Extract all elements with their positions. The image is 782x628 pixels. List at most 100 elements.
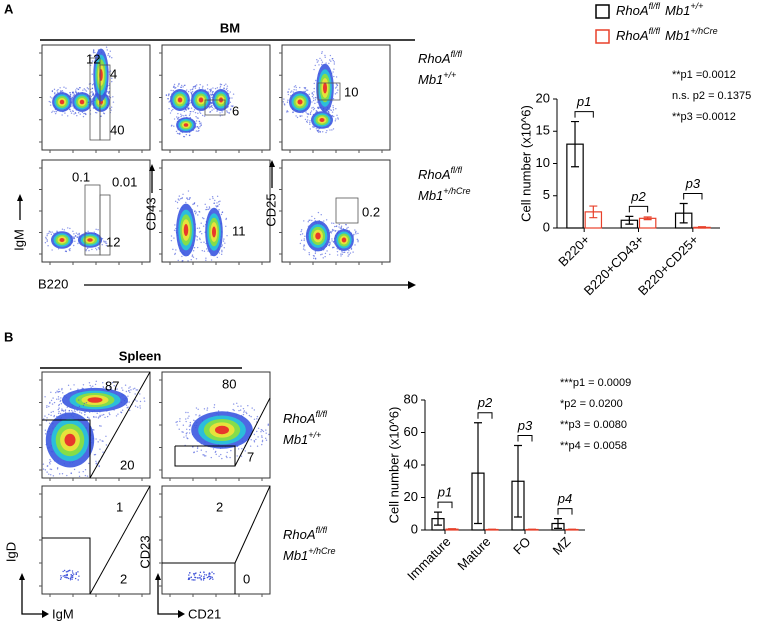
event-dot [210, 90, 212, 92]
event-dot [111, 57, 113, 59]
event-dot [43, 418, 45, 420]
event-dot [189, 134, 191, 136]
event-dot [59, 390, 61, 393]
stat-text: **p3 = 0.0080 [560, 419, 627, 431]
event-dot [193, 419, 195, 421]
event-dot [249, 445, 252, 447]
event-dot [196, 246, 199, 249]
event-dot [283, 98, 285, 100]
event-dot [303, 87, 306, 89]
event-dot [209, 111, 211, 113]
event-dot [301, 233, 304, 235]
event-dot [198, 227, 201, 229]
event-dot [73, 236, 75, 238]
superscript: +/hCre [690, 26, 717, 36]
event-dot [336, 114, 338, 117]
event-dot [335, 86, 338, 88]
event-dot [102, 440, 104, 442]
event-dot [176, 420, 178, 423]
event-dot [345, 224, 347, 226]
event-dot [48, 230, 51, 233]
gate-percent: 6 [232, 103, 239, 118]
event-dot [261, 443, 263, 446]
significance-bracket [628, 205, 649, 213]
event-dot [58, 404, 60, 407]
y-tick-label: 20 [536, 90, 550, 105]
event-dot [186, 428, 188, 430]
event-dot [73, 233, 75, 235]
event-dot [208, 572, 210, 575]
event-dot [208, 574, 210, 576]
error-bar [488, 528, 496, 531]
event-dot [311, 215, 313, 218]
event-dot [264, 437, 267, 440]
event-dot [183, 110, 186, 113]
event-dot [92, 49, 95, 51]
event-dot [83, 112, 85, 115]
event-dot [282, 101, 285, 103]
event-dot [48, 232, 50, 235]
event-dot [324, 255, 326, 258]
event-dot [221, 251, 223, 253]
event-dot [332, 106, 334, 109]
event-dot [72, 230, 74, 232]
event-dot [341, 251, 343, 253]
event-dot [84, 89, 86, 91]
y-tick-label: 0 [411, 521, 418, 536]
arrow-head [17, 194, 23, 201]
event-dot [313, 82, 315, 85]
event-dot [325, 131, 327, 134]
event-dot [292, 91, 295, 93]
event-dot [94, 51, 96, 54]
gate-percent: 12 [106, 234, 120, 249]
event-dot [52, 410, 54, 413]
event-dot [128, 387, 130, 389]
event-dot [109, 50, 111, 52]
event-dot [56, 398, 58, 400]
event-dot [332, 105, 334, 107]
event-dot [316, 59, 318, 61]
event-dot [214, 199, 216, 202]
event-dot [331, 129, 333, 131]
event-dot [64, 112, 66, 114]
superscript: fl/fl [451, 165, 464, 175]
density-contour [297, 99, 303, 105]
event-dot [185, 133, 188, 136]
event-dot [186, 437, 188, 439]
gate [89, 371, 151, 479]
event-dot [319, 57, 321, 60]
event-dot [304, 86, 307, 89]
event-dot [321, 61, 324, 63]
event-dot [265, 439, 268, 441]
event-dot [260, 428, 263, 431]
error-bar [679, 202, 688, 224]
flow-plot-frame [41, 485, 151, 595]
event-dot [203, 455, 206, 457]
error-bar [697, 226, 706, 229]
event-dot [333, 68, 335, 70]
event-dot [203, 217, 205, 220]
event-dot [232, 408, 234, 411]
event-dot [178, 83, 180, 86]
event-dot [189, 425, 192, 427]
event-dot [92, 385, 94, 387]
event-dot [186, 197, 188, 199]
gate [234, 485, 271, 564]
event-dot [251, 407, 253, 409]
event-dot [188, 577, 190, 579]
event-dot [105, 240, 107, 243]
event-dot [331, 222, 333, 224]
event-dot [87, 230, 89, 233]
event-dot [205, 574, 208, 576]
y-tick-label: 0 [543, 219, 550, 234]
significance-bracket [683, 192, 703, 200]
event-dot [50, 474, 52, 476]
event-dot [333, 75, 335, 78]
event-dot [200, 241, 202, 244]
event-dot [193, 85, 196, 88]
stat-text: **p3 =0.0012 [672, 111, 736, 123]
event-dot [205, 451, 207, 453]
event-dot [210, 576, 212, 578]
event-dot [187, 411, 189, 414]
event-dot [220, 453, 222, 456]
